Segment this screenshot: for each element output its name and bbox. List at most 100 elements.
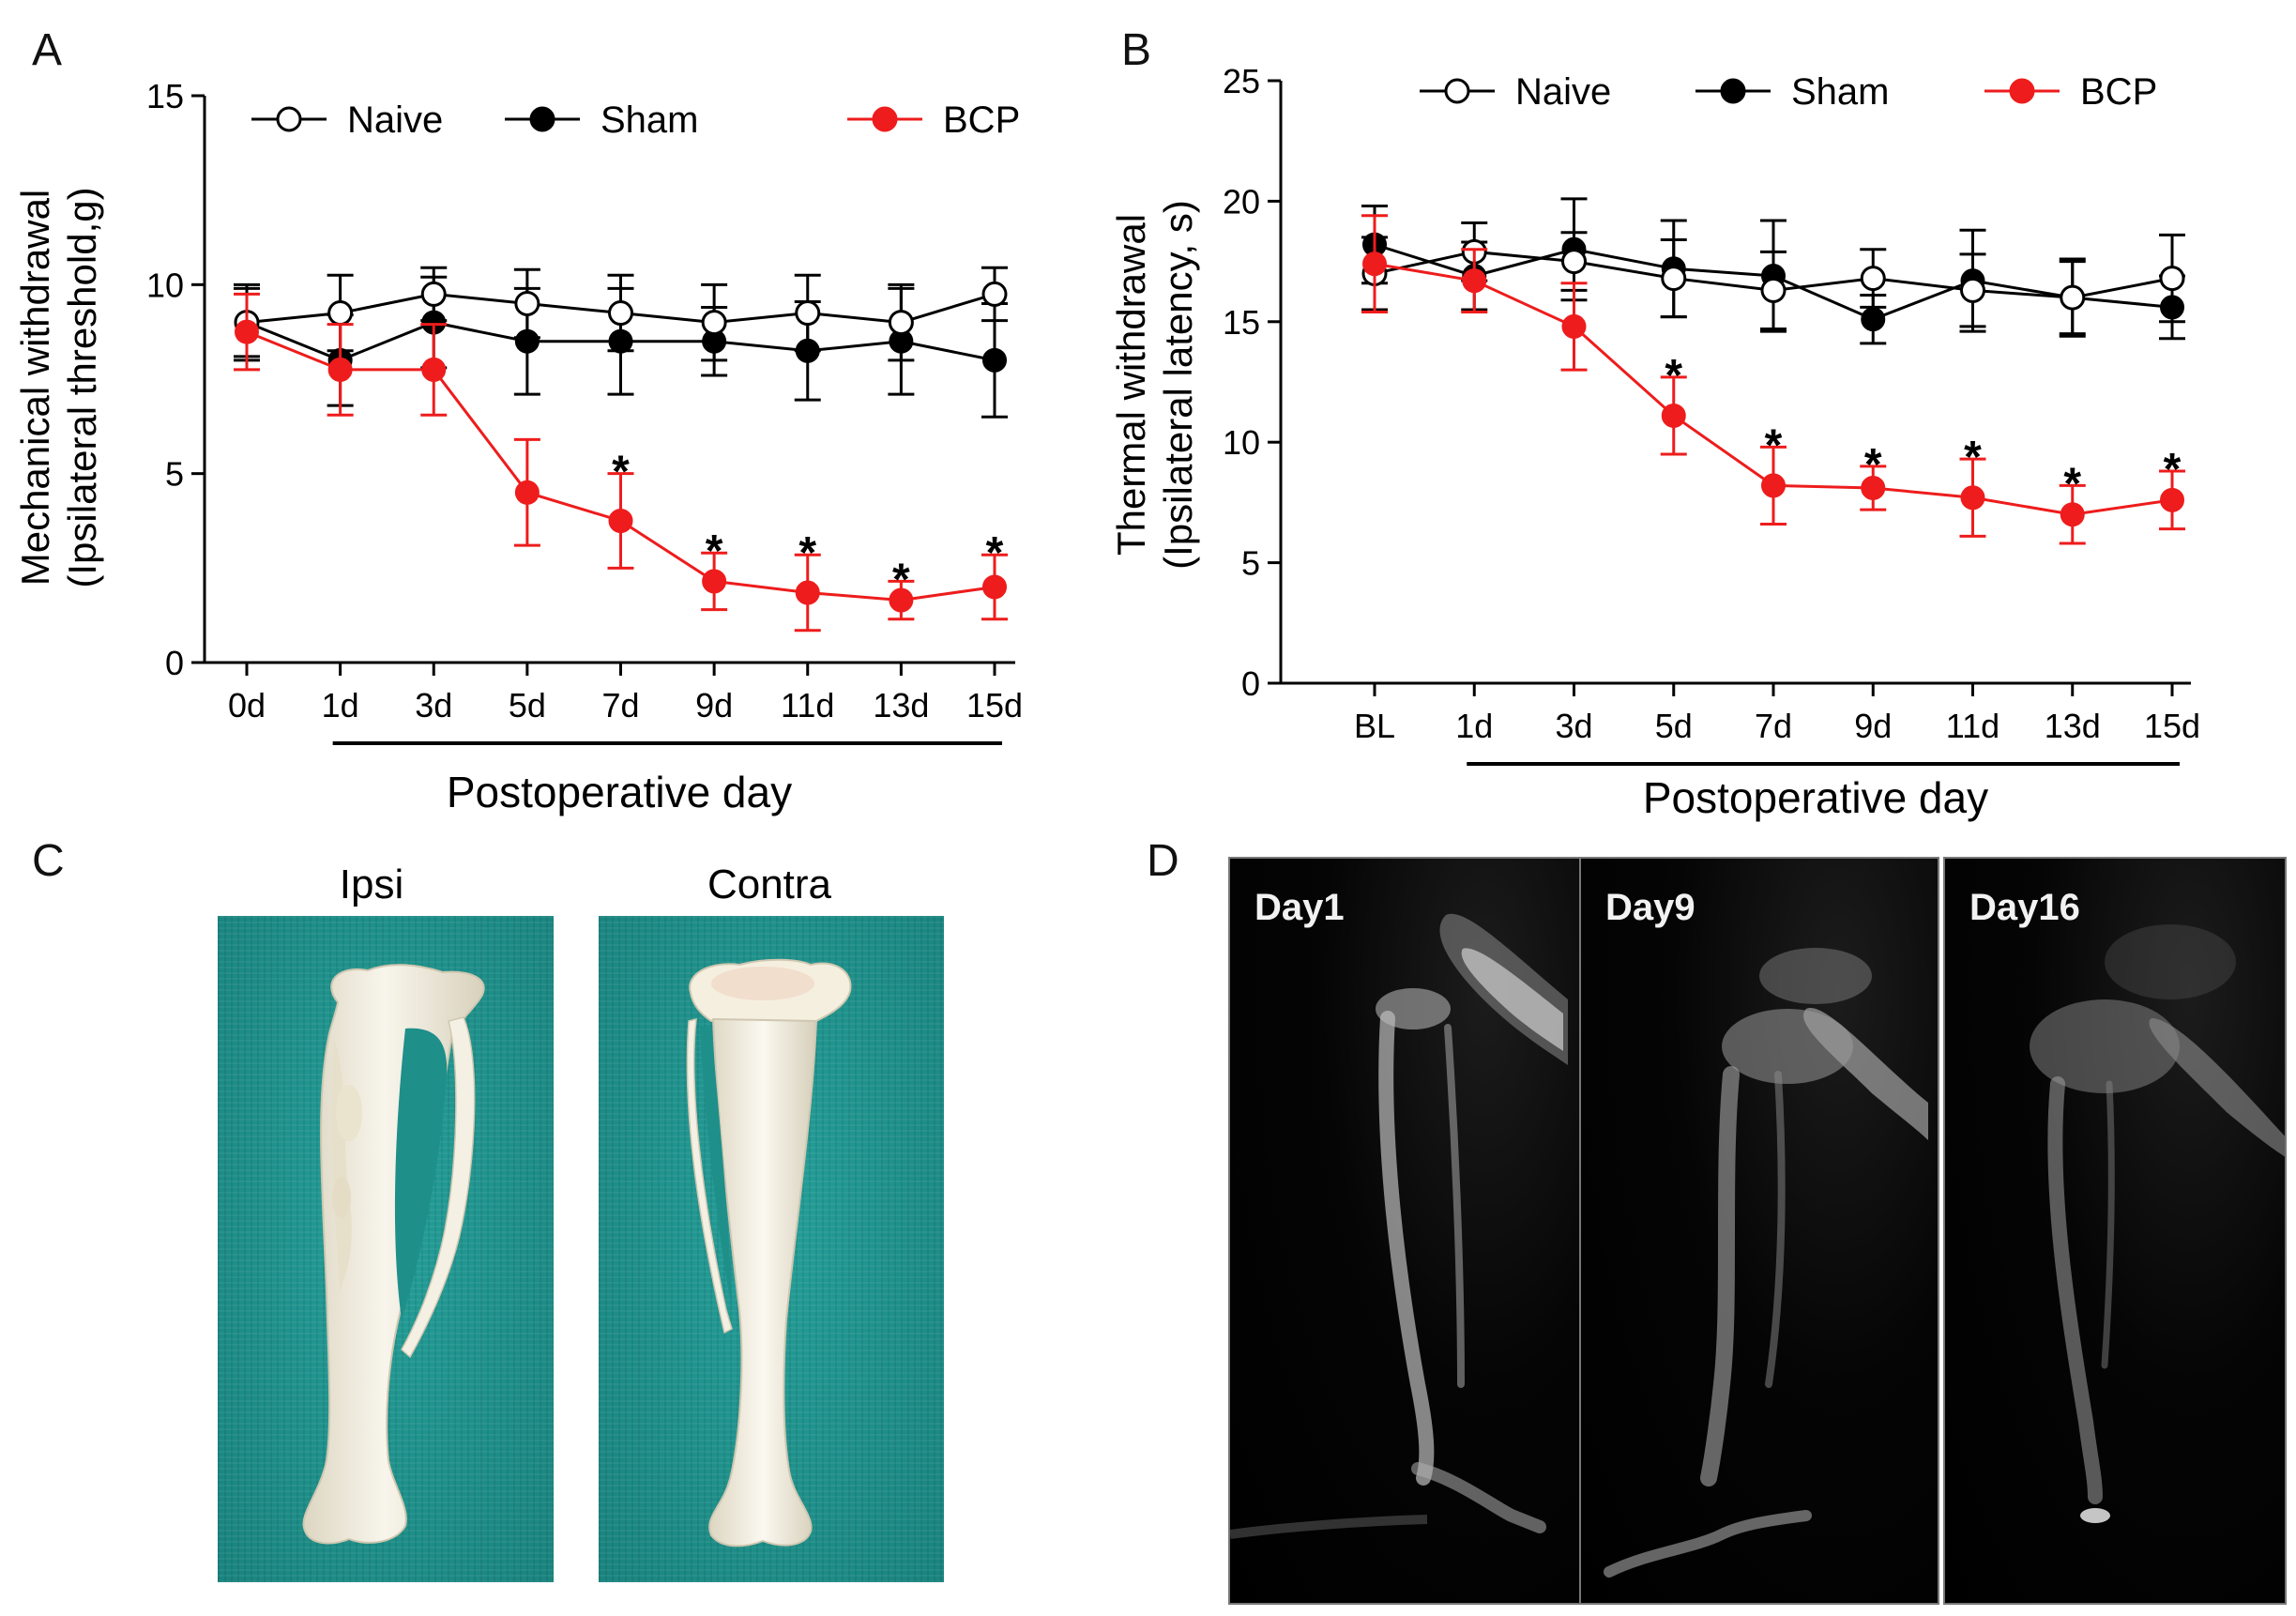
contra-bone-image [686,958,852,1547]
chart-b-bcp-point [1761,473,1786,498]
chart-b-y-tick-label: 0 [1241,664,1260,703]
chart-a-ylabel-line2: (Ipsilateral threshold,g) [60,187,104,587]
chart-a-legend-sham-label: Sham [601,99,699,141]
chart-a-series-layer: * * * * * [234,266,1008,633]
chart-b-legend-naive: Naive [1420,71,1611,113]
chart-a-sham-point [982,347,1007,373]
chart-a-x-tick-label: 15d [966,686,1023,724]
xray-day16-panel: Day16 [1943,857,2287,1605]
xray-day9-label: Day9 [1605,887,1695,928]
chart-b-y-tick-label: 20 [1223,182,1260,221]
chart-a-x-tick-label: 1d [322,686,359,724]
ipsi-bone-image [302,964,485,1545]
xray-day1-image [1230,913,1568,1539]
chart-a-x-tick-label: 9d [695,686,733,724]
chart-b-x-tick-label: BL [1354,707,1395,745]
chart-b-legend-sham-label: Sham [1791,71,1890,113]
chart-a: 0 5 10 15 0d 1d 3d 5d 7d 9d 11d 13d 15d * * * * * Naive S… [13,77,1023,816]
chart-a-x-tick-label: 3d [415,686,452,724]
chart-b-naive-point [1561,249,1587,275]
chart-a-naive-point [514,290,540,316]
chart-b-x-tick-label: 3d [1555,707,1592,745]
chart-b-axes: 0 5 10 15 20 25 BL 1d 3d 5d 7d 9d 11d 13d 15d [1223,62,2200,766]
chart-b-naive-point [1960,277,1985,303]
xray-day1-label: Day1 [1254,887,1345,928]
chart-a-x-tick-label: 11d [781,686,834,724]
chart-b-legend-bcp-label: BCP [2080,71,2157,113]
chart-a-x-tick-label: 13d [873,686,929,724]
chart-b-y-tick-label: 15 [1223,303,1260,342]
chart-b-legend: Naive Sham BCP [1420,71,2157,113]
chart-a-bcp-significance-star: * [892,555,910,604]
chart-a-bcp-point [702,569,727,594]
chart-b-x-tick-label: 9d [1854,707,1892,745]
panel-c-letter: C [32,836,65,886]
chart-b-bcp-point [1861,475,1886,500]
chart-b-bcp-significance-star: * [1964,433,1982,482]
chart-a-bcp-point [795,580,820,605]
chart-a-y-tick-label: 0 [165,644,184,682]
chart-a-bcp-point [889,587,914,613]
chart-a-y-tick-label: 15 [146,77,184,115]
chart-a-legend: Naive Sham BCP [251,99,1020,141]
photo-c-contra-label: Contra [707,861,832,907]
chart-b-bcp-significance-star: * [1765,420,1783,470]
chart-a-bcp-point [514,480,540,505]
xray-day9-image [1604,948,1928,1578]
chart-b-bcp-point [1561,313,1587,339]
chart-a-legend-bcp-label: BCP [943,99,1020,141]
chart-a-legend-naive-label: Naive [347,99,443,141]
chart-a-bcp-significance-star: * [706,526,723,576]
chart-a-naive-point [888,310,914,336]
chart-b-naive-point [2159,266,2185,292]
chart-b-bcp-significance-star: * [1665,351,1682,401]
chart-b-x-tick-label: 15d [2144,707,2200,745]
chart-a-naive-point [701,310,727,336]
chart-b-legend-bcp: BCP [1984,71,2157,113]
chart-b-x-tick-label: 13d [2045,707,2101,745]
chart-b: 0 5 10 15 20 25 BL 1d 3d 5d 7d 9d 11d 13d 15d * * * * * * N… [1109,62,2200,822]
chart-b-x-tick-label: 11d [1946,707,1999,745]
xray-day9-panel: Day9 [1579,857,1939,1605]
chart-a-x-tick-label: 5d [509,686,546,724]
chart-b-series-layer: * * * * * * [1361,197,2185,545]
chart-a-bcp-point [421,357,447,382]
chart-a-y-tick-label: 10 [146,266,184,304]
xray-day1-panel: Day1 [1228,857,1585,1605]
chart-b-ylabel-line1: Thermal withdrawal [1109,214,1153,556]
chart-a-bcp-point [235,319,259,344]
chart-b-sham-point [1861,307,1886,332]
chart-a-bcp-significance-star: * [798,528,816,578]
chart-a-ylabel-line1: Mechanical withdrawal [13,190,57,587]
chart-a-naive-point [795,300,821,327]
chart-b-bcp-point [1462,268,1487,294]
photo-c-ipsi-label: Ipsi [339,861,404,907]
panel-b-letter: B [1121,25,1152,75]
chart-a-y-tick-label: 5 [165,455,184,494]
chart-a-bcp-significance-star: * [986,528,1004,578]
photo-c-ipsi-panel [218,916,554,1582]
xray-day16-label: Day16 [1969,887,2080,928]
chart-a-xlabel: Postoperative day [447,768,792,816]
chart-a-legend-bcp: BCP [847,99,1020,141]
chart-a-bcp-point [327,357,353,382]
chart-b-x-tick-label: 7d [1755,707,1792,745]
chart-b-y-tick-label: 25 [1223,62,1260,100]
chart-b-naive-point [1860,266,1886,292]
chart-b-bcp-point [2160,487,2184,512]
chart-b-xlabel: Postoperative day [1643,773,1988,822]
chart-a-naive-point [981,281,1008,307]
xray-day16-image [2030,924,2285,1523]
chart-a-legend-sham: Sham [505,99,699,141]
chart-a-naive-point [420,281,447,307]
chart-b-y-tick-label: 10 [1223,423,1260,462]
chart-b-bcp-significance-star: * [2063,459,2081,509]
chart-b-x-tick-label: 1d [1455,707,1493,745]
chart-b-naive-point [1661,266,1687,292]
chart-b-bcp-significance-star: * [2164,445,2182,495]
chart-b-bcp-significance-star: * [1864,440,1882,490]
chart-a-naive-point [327,300,354,327]
chart-b-legend-naive-label: Naive [1515,71,1611,113]
chart-b-naive-point [1760,277,1787,303]
chart-a-x-tick-label: 7d [601,686,639,724]
